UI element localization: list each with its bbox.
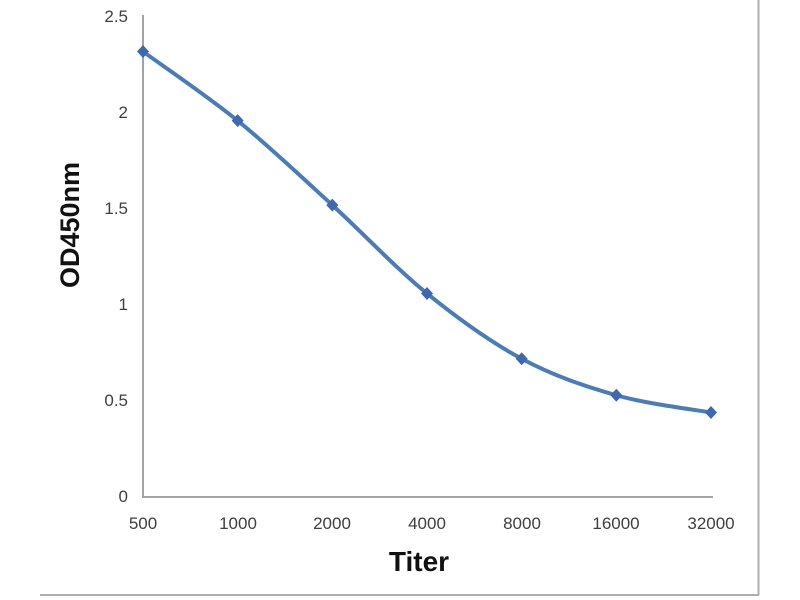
x-tick-label: 4000 (408, 514, 446, 533)
x-tick-label: 2000 (313, 514, 351, 533)
data-point-marker (705, 406, 717, 420)
x-tick-label: 8000 (503, 514, 541, 533)
y-axis-title: OD450nm (55, 161, 85, 289)
x-tick-label: 32000 (687, 514, 735, 533)
y-tick-label: 1 (118, 295, 128, 314)
y-tick-label: 2 (118, 103, 128, 122)
y-tick-label: 0 (118, 487, 128, 506)
series-markers (137, 45, 717, 420)
data-point-marker (515, 352, 528, 366)
y-tick-label: 2.5 (104, 7, 128, 26)
data-point-marker (137, 45, 149, 59)
data-point-marker (421, 286, 433, 300)
x-tick-label: 16000 (592, 514, 640, 533)
data-point-marker (231, 114, 244, 128)
y-tick-label: 1.5 (104, 199, 128, 218)
data-point-marker (326, 198, 339, 212)
y-tick-label: 0.5 (104, 391, 128, 410)
data-point-marker (610, 388, 623, 402)
series-line (141, 49, 713, 415)
x-tick-label: 500 (128, 514, 158, 533)
x-tick-label: 1000 (219, 514, 257, 533)
x-axis-title: Titer (388, 546, 450, 577)
